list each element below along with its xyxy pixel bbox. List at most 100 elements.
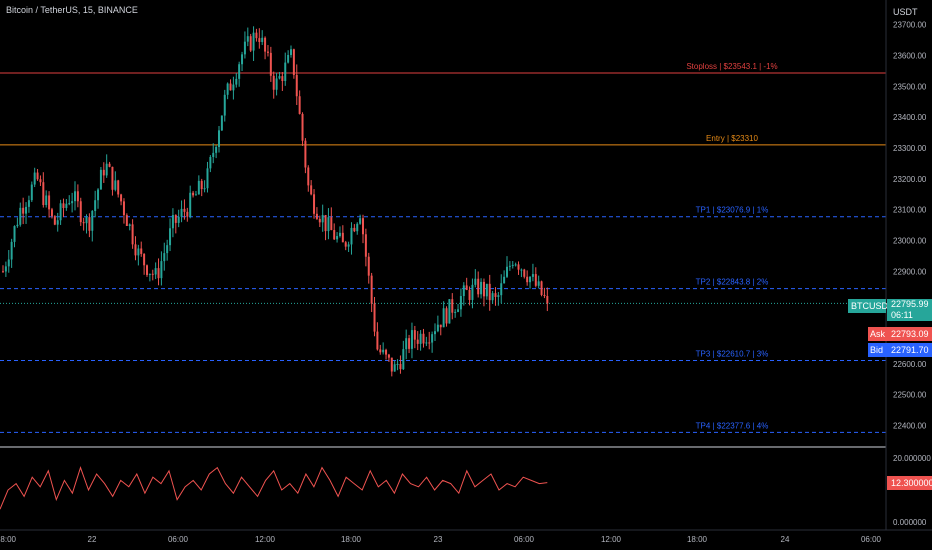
current-price-value: 22795.99 [891,299,929,309]
candle-body [99,169,102,190]
candle-body [19,207,22,225]
candle-body [157,268,160,279]
candle-body [367,256,370,276]
candle-body [76,191,79,202]
candle-body [287,54,290,63]
candle-body [25,206,28,214]
candle-body [74,191,76,202]
candle-body [324,214,327,232]
price-tick-label: 22900.00 [893,267,927,276]
candle-body [53,216,56,225]
price-tick-label: 23100.00 [893,206,927,215]
time-tick-label: 23 [434,535,443,544]
candle-body [258,38,261,42]
candle-body [457,309,460,312]
indicator-pane[interactable]: 20.000000 0.000000 [0,454,931,527]
candle-body [2,271,4,273]
time-axis[interactable]: 18:00 22 06:00 12:00 18:00 23 06:00 12:00 18:00 2… [0,535,882,544]
candle-body [459,296,462,310]
price-tick-label: 23500.00 [893,82,927,91]
candle-body [180,208,183,217]
candle-body [241,54,244,65]
candle-body [292,49,295,75]
candle-body [206,168,209,189]
candle-body [4,266,7,272]
candle-body [436,324,439,332]
candle-body [494,293,497,297]
candle-body [393,364,396,372]
candle-body [252,32,255,51]
candle-body [500,283,503,296]
candle-body [65,203,68,209]
candle-body [506,266,508,277]
indicator-tick-label: 20.000000 [893,454,931,463]
candle-body [169,228,172,246]
candle-body [42,182,45,205]
candle-body [275,78,278,90]
candle-body [125,215,128,226]
price-tick-label: 23300.00 [893,144,927,153]
candle-body [385,349,388,355]
candle-body [402,349,405,370]
candle-body [491,293,494,301]
candle-body [485,283,488,297]
candle-body [295,74,298,97]
candle-body [410,330,413,349]
candle-body [238,64,241,79]
candle-body [445,308,448,324]
candle-body [338,232,341,237]
candle-body [482,281,485,297]
candle-body [151,273,154,275]
candle-body [313,194,316,214]
candle-body [33,172,36,185]
candle-body [327,217,330,232]
candle-body [422,333,425,344]
ask-price-tag: 22793.09 [887,327,932,341]
candle-body [186,211,189,217]
candle-body [488,283,491,301]
symbol-title[interactable]: Bitcoin / TetherUS, 15, BINANCE [6,5,138,15]
candle-body [68,203,71,205]
candle-body [304,140,307,168]
candle-body [27,200,30,207]
candle-body [174,215,177,223]
candle-body [439,324,442,328]
candle-body [399,363,402,370]
candle-body [396,363,399,365]
candle-body [546,296,549,304]
candle-body [189,192,192,217]
price-axis[interactable]: 23700.00 23600.00 23500.00 23400.00 23300.00… [893,21,927,431]
candle-body [269,52,272,76]
candle-body [350,227,353,245]
candle-body [203,188,206,190]
candle-body [390,357,393,372]
candle-body [22,207,25,214]
candle-body [249,36,252,51]
candles [2,26,549,377]
candle-body [520,269,523,271]
candle-body [48,195,51,210]
candle-body [97,189,100,201]
current-price-tag: 22795.99 06:11 [887,299,932,321]
candle-body [534,274,537,286]
candle-body [209,156,212,169]
candle-body [122,201,125,216]
candle-body [79,201,82,223]
bar-countdown: 06:11 [891,310,913,320]
level-lines: Stoploss | $23543.1 | -1% Entry | $23310 T… [0,62,886,433]
time-tick-label: 18:00 [687,535,708,544]
candle-body [321,214,324,223]
time-tick-label: 12:00 [601,535,622,544]
candle-body [171,215,174,229]
candle-body [266,51,269,53]
candle-body [39,179,42,183]
level-label: TP4 | $22377.6 | 4% [696,421,769,430]
candle-body [62,203,65,209]
candle-body [448,299,451,324]
candle-body [166,245,169,254]
candle-body [474,278,477,285]
candle-body [471,284,474,300]
time-tick-label: 12:00 [255,535,276,544]
candle-body [442,308,445,328]
